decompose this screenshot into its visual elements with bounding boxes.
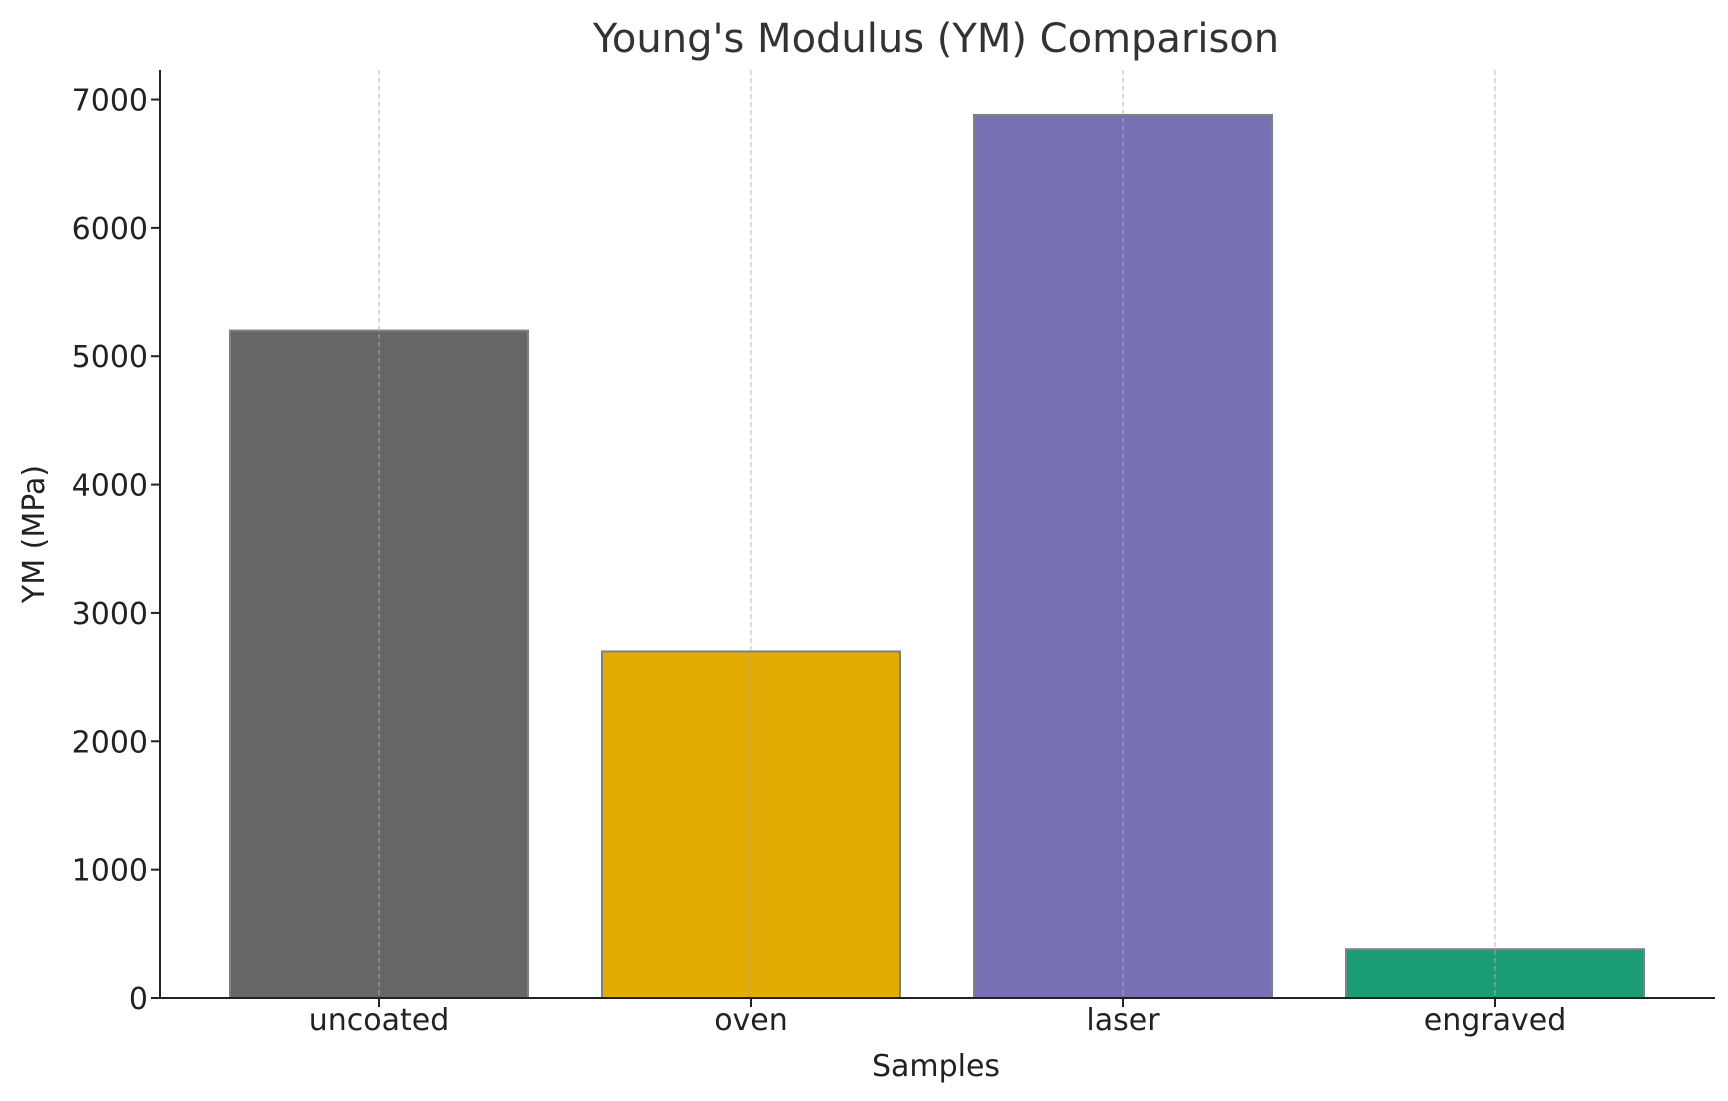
x-tick-label-laser: laser: [1086, 1003, 1160, 1038]
x-axis-label: Samples: [872, 1049, 1000, 1084]
y-tick-label-0: 0: [129, 982, 148, 1017]
bar-engraved: [1345, 948, 1645, 1000]
x-ticks: uncoated oven laser engraved: [309, 998, 1567, 1038]
x-tick-label-uncoated: uncoated: [309, 1003, 450, 1038]
y-tick-label-2000: 2000: [72, 725, 148, 760]
y-ticks: 0 1000 2000 3000 4000 5000 6000 7000: [72, 84, 160, 1017]
bars: [229, 113, 1645, 1000]
x-tick-label-oven: oven: [714, 1003, 788, 1038]
y-tick-label-7000: 7000: [72, 84, 148, 119]
chart-title: Young's Modulus (YM) Comparison: [592, 16, 1279, 62]
y-tick-label-1000: 1000: [72, 854, 148, 889]
y-tick-label-6000: 6000: [72, 212, 148, 247]
y-axis-label: YM (MPa): [17, 465, 52, 604]
y-tick-label-4000: 4000: [72, 469, 148, 504]
y-tick-label-5000: 5000: [72, 340, 148, 375]
grid-lines-overlay: [378, 70, 1496, 998]
y-tick-label-3000: 3000: [72, 597, 148, 632]
x-tick-label-engraved: engraved: [1424, 1003, 1567, 1038]
